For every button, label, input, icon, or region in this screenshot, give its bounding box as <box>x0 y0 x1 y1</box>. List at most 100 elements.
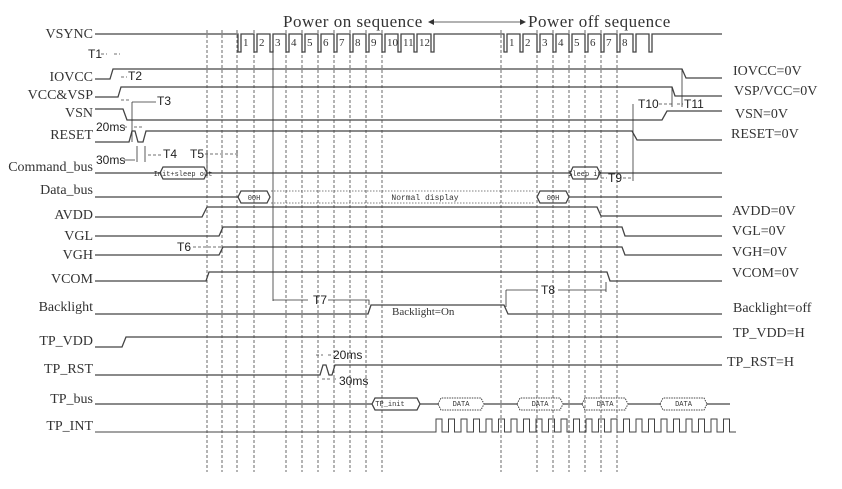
svg-text:00H: 00H <box>248 195 261 203</box>
frame-number-off: 8 <box>622 37 628 49</box>
label-vcom: VCOM <box>51 272 94 287</box>
t5-label: T5 <box>190 147 204 161</box>
label-command-bus: Command_bus <box>8 160 93 175</box>
end-reset: RESET=0V <box>731 127 799 142</box>
svg-text:TP_init: TP_init <box>375 401 404 409</box>
vgh-waveform <box>95 246 722 256</box>
tp-int-waveform <box>95 418 736 433</box>
backlight-waveform <box>95 304 722 315</box>
label-iovcc: IOVCC <box>49 70 93 85</box>
frame-number-off: 3 <box>542 37 548 49</box>
tprst-20ms-label: 20ms <box>333 348 362 362</box>
t2-label: T2 <box>128 69 142 83</box>
reset-waveform <box>95 130 722 143</box>
frame-numbers: 1 2 3 4 5 6 7 8 9 10 11 12 1 2 3 4 5 6 7 8 <box>243 37 628 49</box>
t11-label: T11 <box>684 97 704 111</box>
label-tp-rst: TP_RST <box>44 362 93 377</box>
frame-number-on: 11 <box>403 37 414 49</box>
label-tp-vdd: TP_VDD <box>39 334 93 349</box>
frame-number-on: 5 <box>307 37 313 49</box>
t8-label: T8 <box>541 283 555 297</box>
frame-number-on: 1 <box>243 37 249 49</box>
frame-number-on: 4 <box>291 37 297 49</box>
label-tp-bus: TP_bus <box>50 392 93 407</box>
backlight-on-label: Backlight=On <box>392 306 455 318</box>
svg-text:Normal display: Normal display <box>391 194 458 203</box>
end-vsp-vcc: VSP/VCC=0V <box>734 84 817 99</box>
vcom-waveform <box>95 271 722 282</box>
frame-number-off: 2 <box>525 37 531 49</box>
t4-label: T4 <box>163 147 177 161</box>
label-vsync: VSYNC <box>46 27 93 42</box>
frame-number-off: 4 <box>558 37 564 49</box>
label-vgh: VGH <box>63 248 93 263</box>
normal-display-band: Normal display <box>271 190 535 204</box>
frame-number-off: 5 <box>574 37 580 49</box>
tp-rst-waveform <box>95 364 722 376</box>
vgl-waveform <box>95 226 722 237</box>
end-vgh: VGH=0V <box>732 245 787 260</box>
vsync-waveform <box>95 33 722 53</box>
init-sleep-out-box: Init+sleep out <box>154 166 213 180</box>
label-avdd: AVDD <box>54 208 93 223</box>
svg-text:Sleep in: Sleep in <box>568 171 602 179</box>
frame-number-on: 6 <box>323 37 329 49</box>
label-backlight: Backlight <box>39 300 94 315</box>
avdd-waveform <box>95 206 722 218</box>
frame-number-on: 7 <box>339 37 345 49</box>
tp-data-box: DATA <box>516 397 564 411</box>
end-tp-rst: TP_RST=H <box>727 355 794 370</box>
t3-label: T3 <box>157 94 171 108</box>
power-on-title: Power on sequence <box>283 12 423 31</box>
t1-label: T1 <box>88 47 102 61</box>
frame-number-on: 8 <box>355 37 361 49</box>
label-vgl: VGL <box>64 229 93 244</box>
end-vcom: VCOM=0V <box>732 266 799 281</box>
t10-label: T10 <box>638 97 659 111</box>
data-00h-on-box: 00H <box>237 190 271 204</box>
tp-init-box: TP_init <box>371 397 421 411</box>
frame-number-on: 12 <box>419 37 430 49</box>
reset-30ms-label: 30ms <box>96 153 125 167</box>
sequence-arrow-icon <box>428 19 526 25</box>
frame-number-off: 7 <box>606 37 612 49</box>
frame-number-on: 3 <box>275 37 281 49</box>
vsn-waveform <box>95 108 722 121</box>
frame-number-on: 2 <box>259 37 265 49</box>
svg-text:00H: 00H <box>547 195 560 203</box>
end-iovcc: IOVCC=0V <box>733 64 802 79</box>
tp-data-box: DATA <box>437 397 485 411</box>
frame-guide-lines <box>206 30 618 472</box>
svg-text:DATA: DATA <box>453 401 471 409</box>
svg-text:Init+sleep out: Init+sleep out <box>154 171 213 179</box>
end-vgl: VGL=0V <box>732 224 786 239</box>
tp-vdd-waveform <box>95 336 722 348</box>
vcc-vsp-waveform <box>95 86 722 98</box>
data-00h-off-box: 00H <box>536 190 570 204</box>
frame-number-off: 1 <box>509 37 515 49</box>
frame-number-on: 9 <box>371 37 377 49</box>
svg-text:DATA: DATA <box>675 401 693 409</box>
timing-annotations: T1 T2 T3 20ms 30ms T4 T5 T9 T10 T11 T6 T… <box>88 47 704 388</box>
label-vcc-vsp: VCC&VSP <box>28 88 94 103</box>
label-vsn: VSN <box>65 106 93 121</box>
frame-number-off: 6 <box>590 37 596 49</box>
label-data-bus: Data_bus <box>40 183 93 198</box>
label-reset: RESET <box>50 128 93 143</box>
tp-data-box: DATA <box>581 397 629 411</box>
tprst-30ms-label: 30ms <box>339 374 368 388</box>
frame-number-on: 10 <box>387 37 399 49</box>
svg-text:DATA: DATA <box>597 401 615 409</box>
svg-text:DATA: DATA <box>532 401 550 409</box>
t6-label: T6 <box>177 240 191 254</box>
end-tp-vdd: TP_VDD=H <box>733 326 805 341</box>
iovcc-waveform <box>95 68 722 80</box>
power-off-title: Power off sequence <box>528 12 671 31</box>
reset-20ms-label: 20ms <box>96 120 125 134</box>
t7-label: T7 <box>313 293 327 307</box>
tp-data-box: DATA <box>659 397 708 411</box>
end-backlight: Backlight=off <box>733 301 812 316</box>
t9-label: T9 <box>608 171 622 185</box>
